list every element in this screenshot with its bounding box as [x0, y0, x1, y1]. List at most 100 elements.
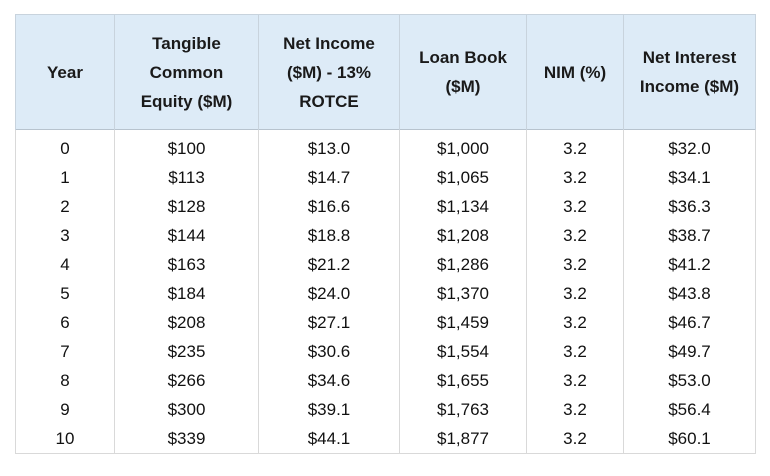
table-row: 5 $184 $24.0 $1,370 3.2 $43.8	[15, 279, 756, 308]
net-interest-income-cell: $49.7	[623, 337, 756, 366]
year-cell: 4	[15, 250, 115, 279]
header-ni-line-3: ROTCE	[299, 91, 359, 111]
nim-cell: 3.2	[526, 395, 624, 424]
net-income-cell: $30.6	[258, 337, 400, 366]
year-cell: 3	[15, 221, 115, 250]
header-net-interest-income: Net Interest Income ($M)	[623, 14, 756, 130]
net-interest-income-cell: $41.2	[623, 250, 756, 279]
table-row: 10 $339 $44.1 $1,877 3.2 $60.1	[15, 424, 756, 454]
year-cell: 10	[15, 424, 115, 454]
net-income-cell: $34.6	[258, 366, 400, 395]
loan-book-cell: $1,286	[399, 250, 527, 279]
header-loan-line-2: ($M)	[445, 77, 481, 96]
tangible-common-equity-cell: $208	[114, 308, 259, 337]
net-income-cell: $27.1	[258, 308, 400, 337]
table-row: 8 $266 $34.6 $1,655 3.2 $53.0	[15, 366, 756, 395]
tangible-common-equity-cell: $113	[114, 163, 259, 192]
nim-cell: 3.2	[526, 424, 624, 454]
tangible-common-equity-cell: $144	[114, 221, 259, 250]
header-tce-line-2: Common	[149, 62, 224, 82]
loan-book-cell: $1,000	[399, 129, 527, 163]
tangible-common-equity-cell: $163	[114, 250, 259, 279]
header-row: Year Tangible Common Equity ($M) Net Inc…	[15, 14, 756, 130]
loan-book-cell: $1,065	[399, 163, 527, 192]
nim-cell: 3.2	[526, 279, 624, 308]
net-income-cell: $18.8	[258, 221, 400, 250]
table-row: 1 $113 $14.7 $1,065 3.2 $34.1	[15, 163, 756, 192]
loan-book-cell: $1,877	[399, 424, 527, 454]
tangible-common-equity-cell: $184	[114, 279, 259, 308]
data-table-container: Year Tangible Common Equity ($M) Net Inc…	[15, 14, 756, 454]
net-interest-income-cell: $53.0	[623, 366, 756, 395]
header-ni-line-1: Net Income	[283, 33, 375, 53]
tangible-common-equity-cell: $339	[114, 424, 259, 454]
projection-table: Year Tangible Common Equity ($M) Net Inc…	[15, 14, 756, 454]
header-year: Year	[15, 14, 115, 130]
tangible-common-equity-cell: $235	[114, 337, 259, 366]
header-nim: NIM (%)	[526, 14, 624, 130]
net-income-cell: $21.2	[258, 250, 400, 279]
year-cell: 9	[15, 395, 115, 424]
loan-book-cell: $1,370	[399, 279, 527, 308]
tangible-common-equity-cell: $128	[114, 192, 259, 221]
loan-book-cell: $1,459	[399, 308, 527, 337]
table-row: 0 $100 $13.0 $1,000 3.2 $32.0	[15, 129, 756, 163]
net-income-cell: $24.0	[258, 279, 400, 308]
header-year-line-1: Year	[47, 62, 83, 82]
net-interest-income-cell: $38.7	[623, 221, 756, 250]
table-body: 0 $100 $13.0 $1,000 3.2 $32.0 1 $113 $14.7 $1,065…	[15, 129, 756, 454]
year-cell: 6	[15, 308, 115, 337]
loan-book-cell: $1,554	[399, 337, 527, 366]
year-cell: 0	[15, 129, 115, 163]
nim-cell: 3.2	[526, 163, 624, 192]
nim-cell: 3.2	[526, 192, 624, 221]
net-interest-income-cell: $36.3	[623, 192, 756, 221]
header-nii-line-2: Income ($M)	[639, 77, 740, 96]
net-income-cell: $44.1	[258, 424, 400, 454]
net-income-cell: $13.0	[258, 129, 400, 163]
year-cell: 2	[15, 192, 115, 221]
net-interest-income-cell: $34.1	[623, 163, 756, 192]
table-header: Year Tangible Common Equity ($M) Net Inc…	[15, 14, 756, 130]
table-row: 9 $300 $39.1 $1,763 3.2 $56.4	[15, 395, 756, 424]
table-row: 4 $163 $21.2 $1,286 3.2 $41.2	[15, 250, 756, 279]
header-tangible-common-equity: Tangible Common Equity ($M)	[114, 14, 259, 130]
nim-cell: 3.2	[526, 250, 624, 279]
loan-book-cell: $1,763	[399, 395, 527, 424]
net-interest-income-cell: $43.8	[623, 279, 756, 308]
net-interest-income-cell: $56.4	[623, 395, 756, 424]
net-income-cell: $16.6	[258, 192, 400, 221]
net-income-cell: $39.1	[258, 395, 400, 424]
tangible-common-equity-cell: $100	[114, 129, 259, 163]
year-cell: 1	[15, 163, 115, 192]
net-interest-income-cell: $46.7	[623, 308, 756, 337]
header-nim-line-1: NIM (%)	[543, 62, 607, 82]
table-row: 2 $128 $16.6 $1,134 3.2 $36.3	[15, 192, 756, 221]
nim-cell: 3.2	[526, 308, 624, 337]
header-net-income: Net Income ($M) - 13% ROTCE	[258, 14, 400, 130]
net-interest-income-cell: $60.1	[623, 424, 756, 454]
nim-cell: 3.2	[526, 337, 624, 366]
header-loan-line-1: Loan Book	[419, 48, 507, 67]
table-row: 7 $235 $30.6 $1,554 3.2 $49.7	[15, 337, 756, 366]
year-cell: 7	[15, 337, 115, 366]
header-loan-book: Loan Book ($M)	[399, 14, 527, 130]
table-row: 6 $208 $27.1 $1,459 3.2 $46.7	[15, 308, 756, 337]
header-ni-line-2: ($M) - 13%	[286, 62, 372, 82]
loan-book-cell: $1,134	[399, 192, 527, 221]
nim-cell: 3.2	[526, 221, 624, 250]
header-tce-line-1: Tangible	[152, 33, 221, 53]
net-interest-income-cell: $32.0	[623, 129, 756, 163]
year-cell: 5	[15, 279, 115, 308]
nim-cell: 3.2	[526, 366, 624, 395]
loan-book-cell: $1,208	[399, 221, 527, 250]
year-cell: 8	[15, 366, 115, 395]
tangible-common-equity-cell: $300	[114, 395, 259, 424]
table-row: 3 $144 $18.8 $1,208 3.2 $38.7	[15, 221, 756, 250]
loan-book-cell: $1,655	[399, 366, 527, 395]
net-income-cell: $14.7	[258, 163, 400, 192]
tangible-common-equity-cell: $266	[114, 366, 259, 395]
nim-cell: 3.2	[526, 129, 624, 163]
header-nii-line-1: Net Interest	[642, 48, 737, 67]
header-tce-line-3: Equity ($M)	[140, 91, 233, 111]
